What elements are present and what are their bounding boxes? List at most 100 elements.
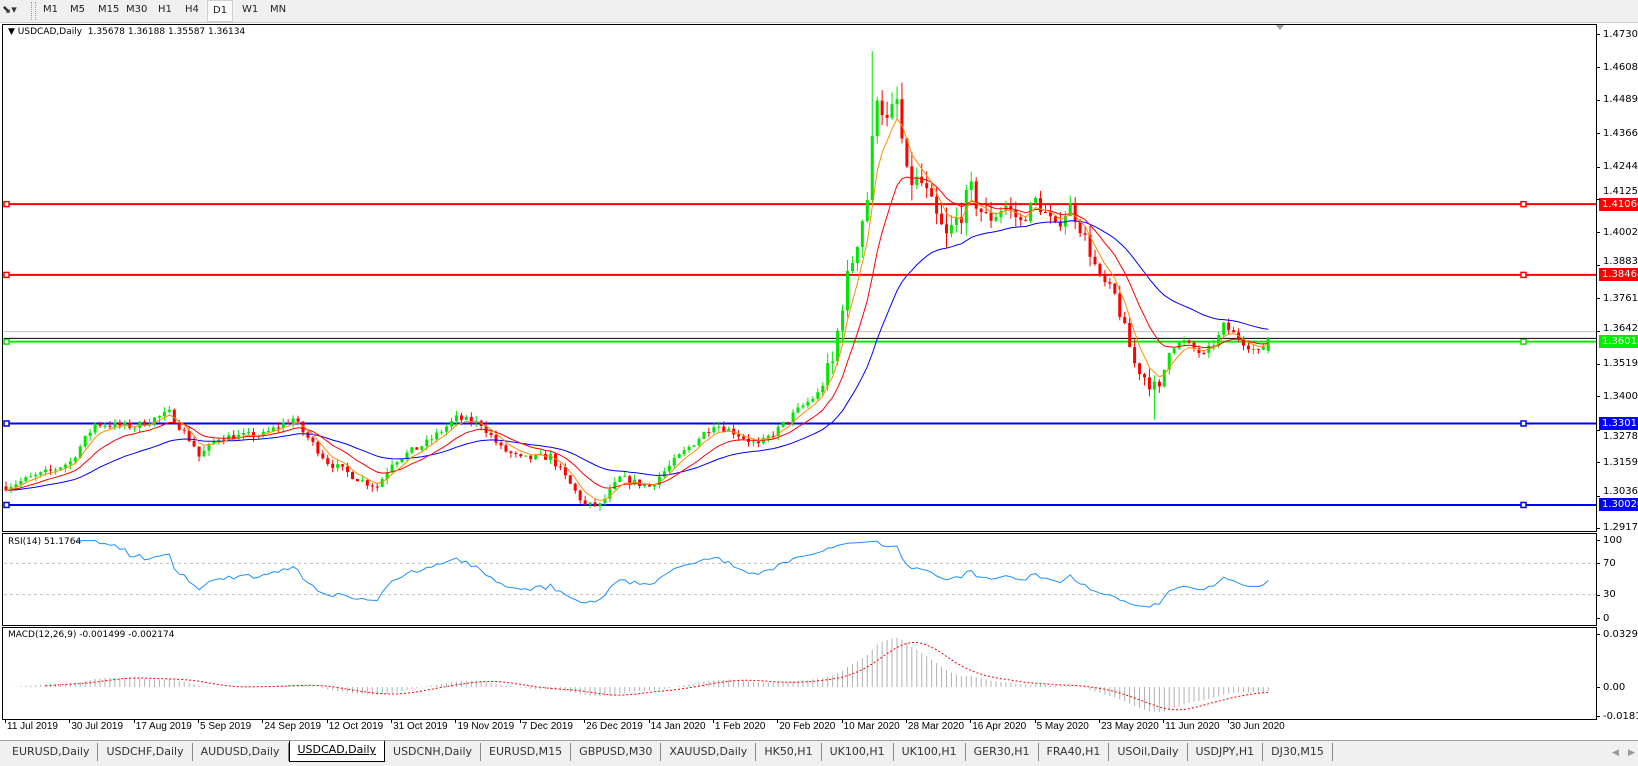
price-tick (1597, 330, 1600, 332)
price-tick (1597, 298, 1600, 300)
price-tick (1597, 363, 1600, 365)
horizontal-line-price-label: 1.30020 (1599, 498, 1638, 512)
chart-tab[interactable]: UK100,H1 (822, 743, 894, 761)
date-tick (198, 719, 200, 723)
chart-tab[interactable]: AUDUSD,Daily (193, 743, 289, 761)
price-label: 1.41250 (1603, 185, 1638, 197)
date-tick (1163, 719, 1165, 723)
date-label: 24 Sep 2019 (264, 721, 322, 732)
price-tick (1597, 99, 1600, 101)
price-label: 1.36420 (1603, 323, 1638, 335)
scroll-right-icon[interactable]: ▶ (1628, 748, 1635, 758)
chart-tab[interactable]: GBPUSD,M30 (571, 743, 662, 761)
line-tools-icon[interactable]: ⬊▾ (2, 3, 17, 16)
price-tick (1597, 67, 1600, 69)
timeframe-m1[interactable]: M1 (43, 4, 58, 15)
date-label: 7 Dec 2019 (521, 721, 573, 732)
price-tick (1597, 495, 1600, 497)
price-tick (1597, 396, 1600, 398)
date-tick (970, 719, 972, 723)
horizontal-line-price-label: 1.36015 (1599, 335, 1638, 349)
rsi-tick (1597, 618, 1600, 619)
chart-tab[interactable]: GER30,H1 (966, 743, 1039, 761)
date-label: 28 Mar 2020 (907, 721, 965, 732)
date-label: 16 Apr 2020 (972, 721, 1027, 732)
date-label: 20 Feb 2020 (779, 721, 836, 732)
timeframe-mn[interactable]: MN (270, 4, 287, 15)
date-label: 11 Jun 2020 (1165, 721, 1220, 732)
collapse-triangle-icon[interactable]: ▼ (8, 27, 15, 37)
date-tick (1034, 719, 1036, 723)
macd-level-label: -0.01815 (1603, 710, 1638, 722)
price-tick (1597, 527, 1600, 529)
chart-tab[interactable]: USDCAD,Daily (288, 741, 386, 762)
chart-tab[interactable]: USDJPY,H1 (1188, 743, 1264, 761)
rsi-level-label: 30 (1603, 589, 1616, 601)
date-label: 5 May 2020 (1036, 721, 1089, 732)
price-label: 1.32780 (1603, 430, 1638, 442)
chart-tab[interactable]: USOil,Daily (1109, 743, 1188, 761)
date-tick (391, 719, 393, 723)
chart-tabs: EURUSD,Daily USDCHF,Daily AUDUSD,Daily USDC… (0, 740, 1638, 766)
price-tick (1597, 429, 1600, 431)
rsi-level-label: 100 (1603, 534, 1623, 546)
chart-tab[interactable]: UK100,H1 (894, 743, 966, 761)
timeframe-h1[interactable]: H1 (158, 4, 172, 15)
chart-tab[interactable]: EURUSD,M15 (481, 743, 572, 761)
date-label: 12 Oct 2019 (328, 721, 384, 732)
date-label: 5 Sep 2019 (200, 721, 252, 732)
chart-tab[interactable]: USDCHF,Daily (98, 743, 193, 761)
price-label: 1.35195 (1603, 358, 1638, 370)
timeframe-m5[interactable]: M5 (70, 4, 85, 15)
rsi-tick (1597, 540, 1600, 541)
chart-tab[interactable]: USDCNH,Daily (385, 743, 482, 761)
price-label: 1.47305 (1603, 28, 1638, 40)
price-label: 1.38835 (1603, 256, 1638, 268)
rsi-level-label: 70 (1603, 557, 1616, 569)
macd-tick (1597, 687, 1600, 688)
date-tick (777, 719, 779, 723)
macd-tick (1597, 634, 1600, 635)
date-tick (905, 719, 907, 723)
timeframe-m15[interactable]: M15 (98, 4, 120, 15)
rsi-pane[interactable] (2, 533, 1597, 626)
ohlc-label: 1.35678 1.36188 1.35587 1.36134 (87, 27, 246, 37)
chart-tab[interactable]: EURUSD,Daily (4, 743, 99, 761)
price-tick (1597, 232, 1600, 234)
chart-tab[interactable]: DJ30,M15 (1263, 743, 1333, 761)
scroll-left-icon[interactable]: ◀ (1612, 748, 1619, 758)
price-label: 1.40025 (1603, 226, 1638, 238)
date-tick (519, 719, 521, 723)
timeframe-h4[interactable]: H4 (185, 4, 199, 15)
date-tick (712, 719, 714, 723)
symbol-label: USDCAD,Daily (17, 27, 83, 37)
main-chart-pane[interactable] (2, 24, 1597, 532)
date-tick (584, 719, 586, 723)
timeframe-d1[interactable]: D1 (207, 0, 234, 22)
chart-header: ▼ USDCAD,Daily 1.35678 1.36188 1.35587 1… (8, 27, 245, 37)
chart-tab[interactable]: XAUUSD,Daily (661, 743, 757, 761)
horizontal-line-price-label: 1.41060 (1599, 197, 1638, 211)
date-tick (69, 719, 71, 723)
date-label: 30 Jul 2019 (71, 721, 124, 732)
rsi-tick (1597, 563, 1600, 565)
date-tick (262, 719, 264, 723)
date-tick (841, 719, 843, 723)
date-label: 23 May 2020 (1100, 721, 1159, 732)
date-tick (455, 719, 457, 723)
toolbar-grip (31, 2, 36, 20)
chart-tab[interactable]: HK50,H1 (756, 743, 822, 761)
price-tick (1597, 166, 1600, 168)
chart-tab[interactable]: FRA40,H1 (1039, 743, 1110, 761)
macd-pane[interactable] (2, 627, 1597, 720)
macd-level-label: 0.032972 (1603, 628, 1638, 640)
price-label: 1.44890 (1603, 94, 1638, 106)
price-label: 1.31590 (1603, 456, 1638, 468)
timeframe-m30[interactable]: M30 (126, 4, 148, 15)
price-tick (1597, 198, 1600, 200)
timeframe-w1[interactable]: W1 (242, 4, 259, 15)
price-label: 1.42440 (1603, 161, 1638, 173)
date-label: 11 Jul 2019 (7, 721, 58, 732)
rsi-tick (1597, 594, 1600, 596)
